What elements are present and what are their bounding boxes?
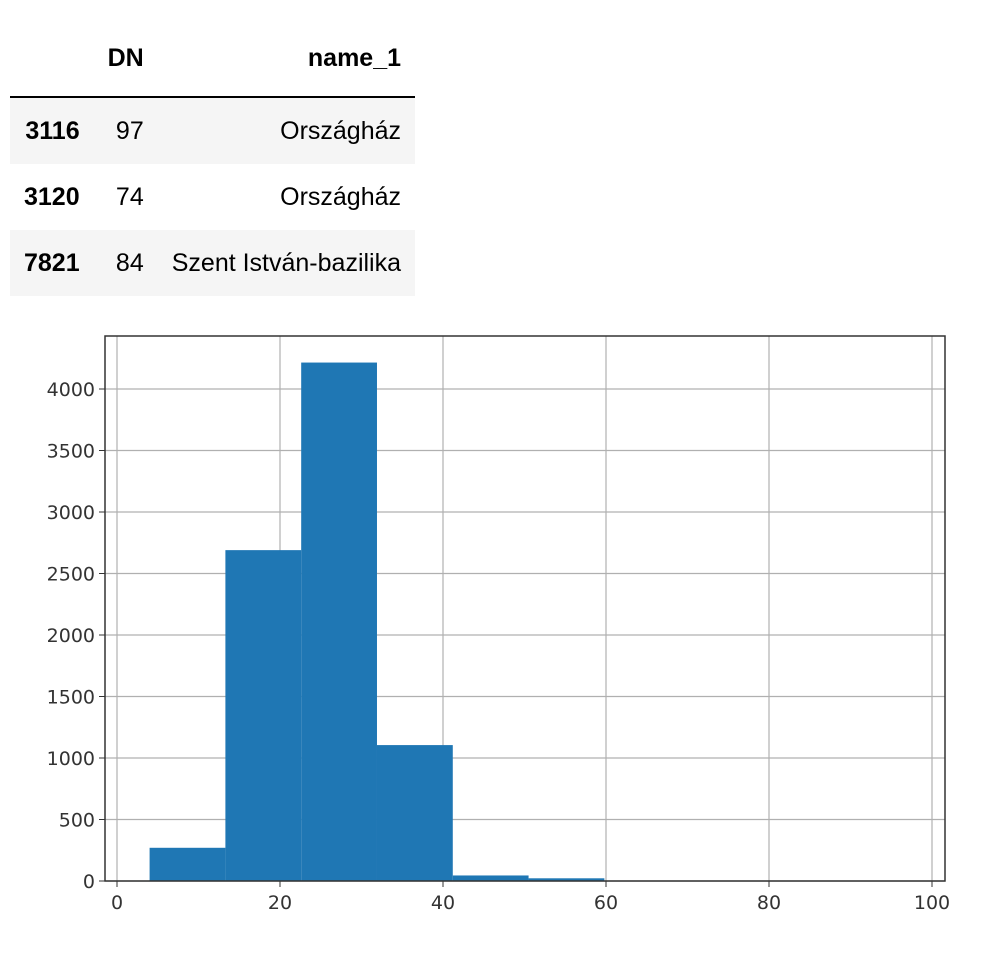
x-tick-label: 20: [268, 892, 292, 914]
x-tick-label: 100: [914, 892, 950, 914]
y-tick-label: 1500: [47, 687, 95, 709]
y-tick-label: 1000: [47, 748, 95, 770]
histogram-bar: [225, 550, 302, 881]
x-tick-label: 40: [431, 892, 455, 914]
cell-dn: 84: [115, 248, 144, 277]
histogram-bar: [452, 875, 529, 881]
histogram-chart: 0 20 40 60 80 1000500100015002000250030003500…: [47, 335, 950, 914]
x-tick-label: 0: [111, 892, 123, 914]
row-index: 3120: [24, 182, 80, 211]
y-tick-label: 0: [83, 871, 95, 893]
cell-dn: 74: [115, 182, 144, 211]
table-row: 7821 84 Szent István-bazilika: [10, 230, 416, 296]
histogram-bar: [528, 878, 605, 881]
cell-name: Szent István-bazilika: [171, 248, 402, 277]
dataframe-table: DN name_1 3116 97 Országház 3120 74 Országhá…: [10, 38, 416, 296]
histogram-bar: [149, 847, 226, 881]
y-tick-label: 2000: [47, 625, 95, 647]
x-tick-label: 80: [757, 892, 781, 914]
y-tick-label: 2500: [47, 564, 95, 586]
cell-dn: 97: [115, 116, 144, 145]
histogram-bar: [301, 362, 377, 881]
y-tick-label: 4000: [47, 379, 95, 401]
column-header-name: name_1: [157, 38, 416, 98]
index-header: [10, 38, 94, 98]
y-tick-label: 3500: [47, 441, 95, 463]
column-header-dn: DN: [93, 38, 158, 98]
row-index: 3116: [25, 116, 80, 145]
cell-name: Országház: [280, 182, 402, 211]
table-row: 3116 97 Országház: [10, 97, 416, 164]
row-index: 7821: [24, 248, 80, 277]
cell-name: Országház: [280, 116, 402, 145]
x-tick-label: 60: [594, 892, 618, 914]
plot-frame: [104, 335, 946, 882]
y-tick-label: 500: [59, 810, 95, 832]
table-header: DN name_1: [10, 38, 416, 98]
histogram-bar: [376, 745, 453, 881]
table-row: 3120 74 Országház: [10, 164, 415, 230]
y-tick-label: 3000: [47, 502, 95, 524]
